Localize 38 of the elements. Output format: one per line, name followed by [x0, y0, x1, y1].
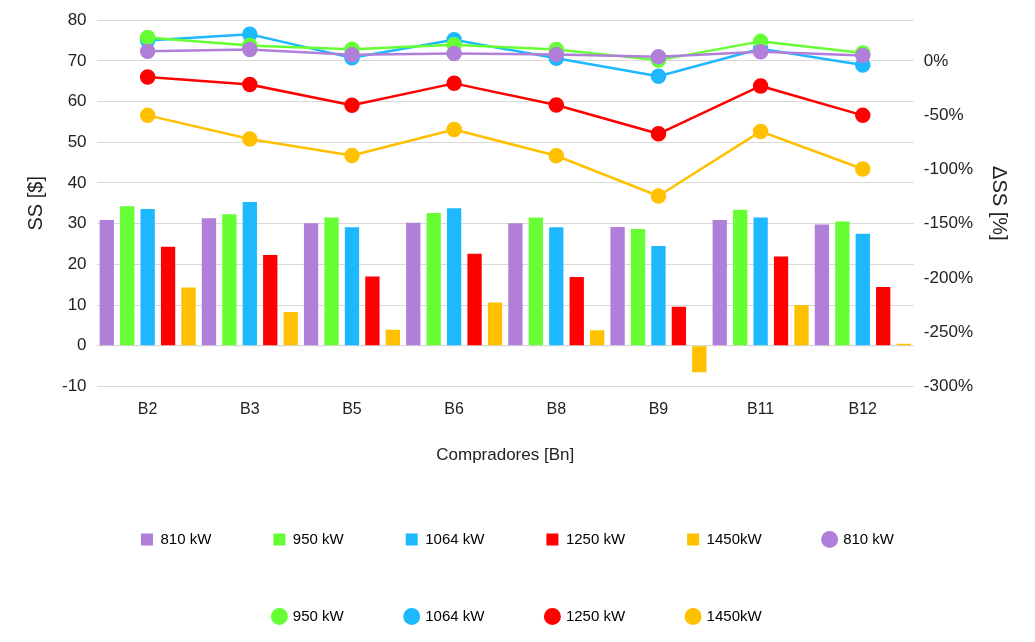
- x-tick-label: B8: [546, 400, 567, 418]
- legend-label: 810 kW: [843, 529, 895, 547]
- y-tick-label: -10: [61, 376, 87, 396]
- legend-label: 1064 kW: [425, 606, 486, 624]
- legend-label: 810 kW: [160, 529, 213, 547]
- y-tick-label: 40: [67, 172, 87, 192]
- x-tick-label: B11: [746, 400, 775, 418]
- legend-label: 1250 kW: [565, 529, 626, 547]
- y2-tick-label: -300%: [923, 376, 973, 396]
- y2-tick-label: -100%: [923, 159, 973, 179]
- y-tick-label: 80: [67, 9, 87, 29]
- x-tick-label: B2: [137, 400, 158, 418]
- y2-tick-label: -250%: [923, 321, 973, 341]
- legend-label: 1450kW: [706, 606, 763, 624]
- x-axis-title: Compradores [Bn]: [436, 445, 575, 465]
- y-tick-label: 20: [67, 254, 87, 274]
- y2-tick-label: -200%: [923, 267, 973, 287]
- y2-tick-label: -150%: [923, 213, 973, 233]
- y-axis-title: SS [$]: [23, 176, 46, 231]
- y2-tick-label: -50%: [923, 104, 964, 124]
- x-tick-label: B5: [342, 400, 362, 418]
- legend-label: 1450kW: [706, 529, 763, 547]
- y2-tick-label: 0%: [923, 50, 949, 70]
- y-tick-label: 60: [67, 91, 87, 111]
- y2-axis-title: ΔSS [%]: [989, 166, 1012, 241]
- y-tick-label: 70: [67, 50, 87, 70]
- x-tick-label: B9: [648, 400, 669, 418]
- legend-label: 950 kW: [292, 606, 345, 624]
- legend-label: 1250 kW: [565, 606, 626, 624]
- legend-label: 950 kW: [292, 529, 345, 547]
- legend-label: 1064 kW: [425, 529, 486, 547]
- y-tick-label: 50: [67, 131, 87, 151]
- x-tick-label: B12: [848, 400, 878, 418]
- y-tick-label: 30: [67, 213, 87, 233]
- x-tick-label: B6: [444, 400, 465, 418]
- y-tick-label: 10: [67, 294, 87, 314]
- y-tick-label: 0: [77, 335, 87, 355]
- x-tick-label: B3: [240, 400, 260, 418]
